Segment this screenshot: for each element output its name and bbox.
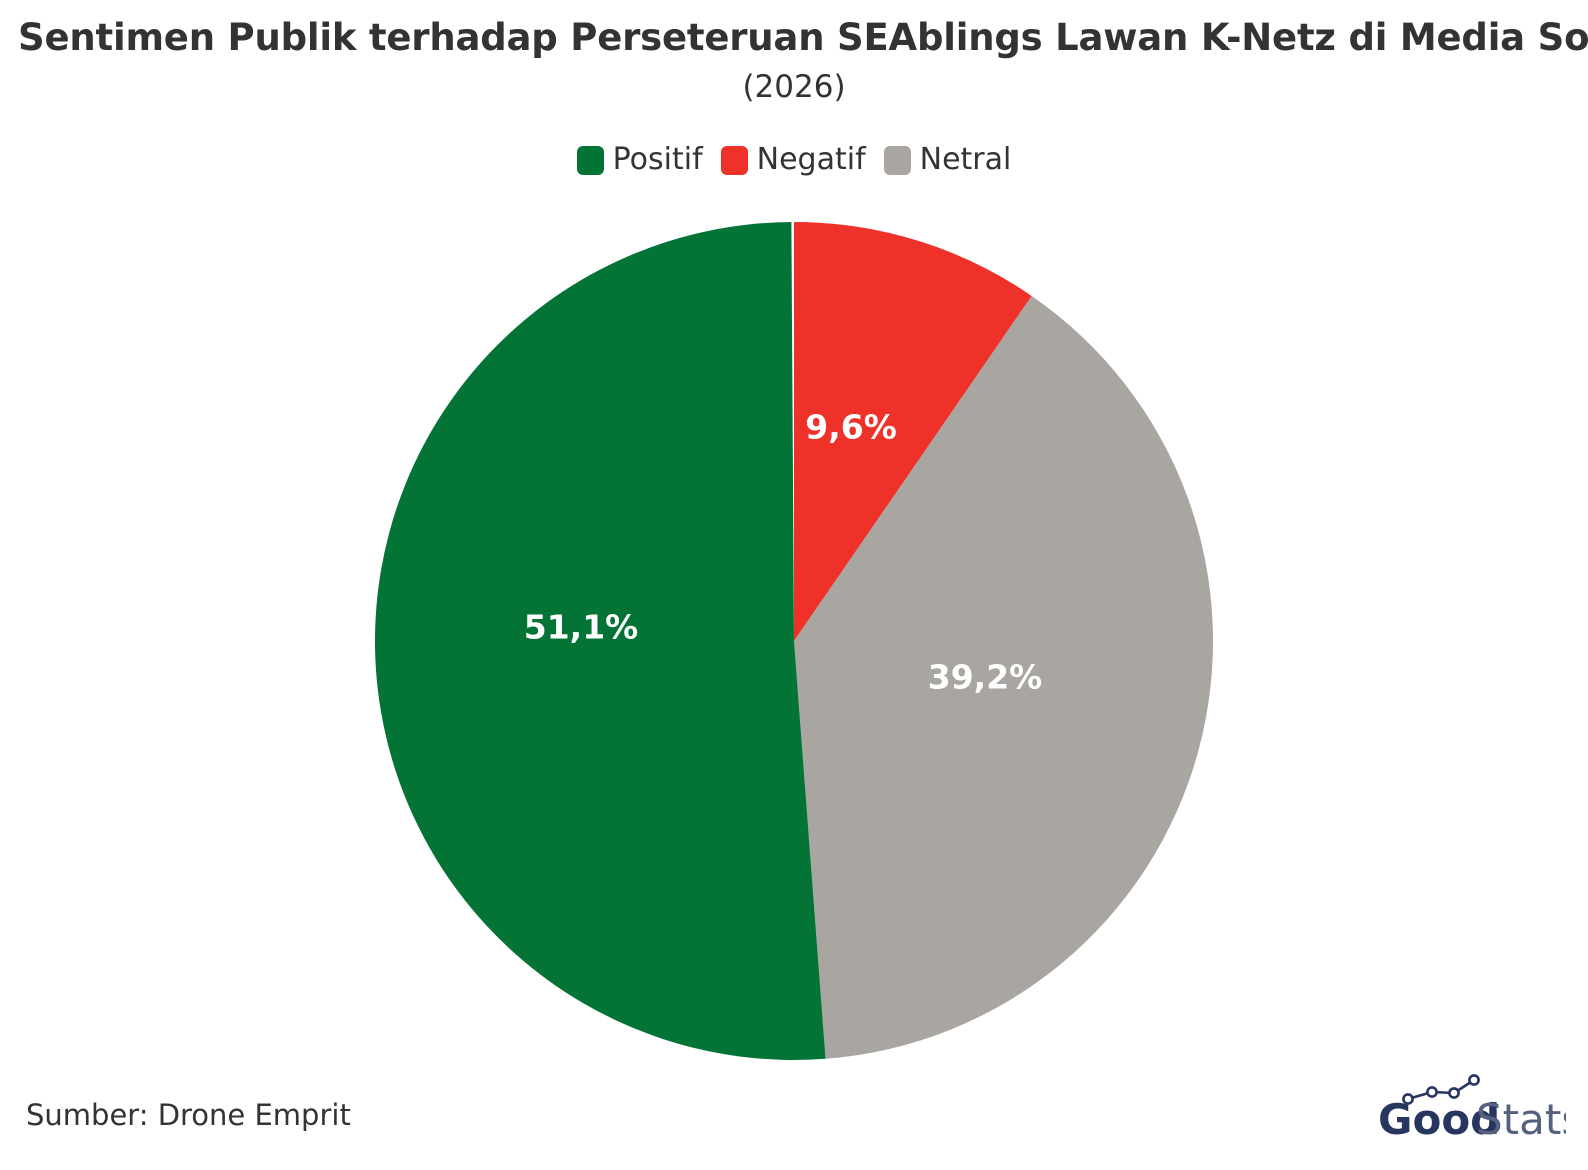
logo-text-good: Good	[1378, 1095, 1500, 1142]
legend-label-negatif: Negatif	[756, 142, 866, 177]
logo-linechart-icon	[1402, 1074, 1480, 1105]
pie-slice-label-negatif: 9,6%	[805, 408, 897, 447]
legend-swatch-positif-icon	[576, 145, 604, 175]
legend-label-netral: Netral	[919, 142, 1012, 177]
chart-header: Sentimen Publik terhadap Perseteruan SEA…	[0, 16, 1588, 105]
legend-item-negatif[interactable]: Negatif	[720, 142, 866, 177]
pie-slice-positif[interactable]	[374, 222, 826, 1061]
source-note: Sumber: Drone Emprit	[26, 1098, 351, 1132]
pie-slice-group	[374, 222, 1214, 1061]
pie-slice-negatif[interactable]	[794, 222, 1032, 641]
legend-item-netral[interactable]: Netral	[883, 142, 1012, 177]
chart-legend: Positif Negatif Netral	[0, 145, 1588, 175]
goodstats-logo[interactable]: Good Stats	[1376, 1072, 1566, 1142]
pie-slice-label-netral: 39,2%	[928, 658, 1043, 697]
legend-item-positif[interactable]: Positif	[576, 142, 703, 177]
legend-label-positif: Positif	[612, 142, 703, 177]
logo-text-stats: Stats	[1476, 1095, 1566, 1142]
chart-subtitle: (2026)	[742, 68, 846, 105]
pie-slice-netral[interactable]	[794, 295, 1214, 1059]
pie-slice-label-positif: 51,1%	[524, 608, 639, 647]
pie-label-group: 9,6% 39,2% 51,1%	[524, 408, 1043, 697]
page-title: Sentimen Publik terhadap Perseteruan SEA…	[18, 16, 1588, 59]
legend-swatch-negatif-icon	[720, 145, 748, 175]
legend-swatch-netral-icon	[883, 145, 911, 175]
